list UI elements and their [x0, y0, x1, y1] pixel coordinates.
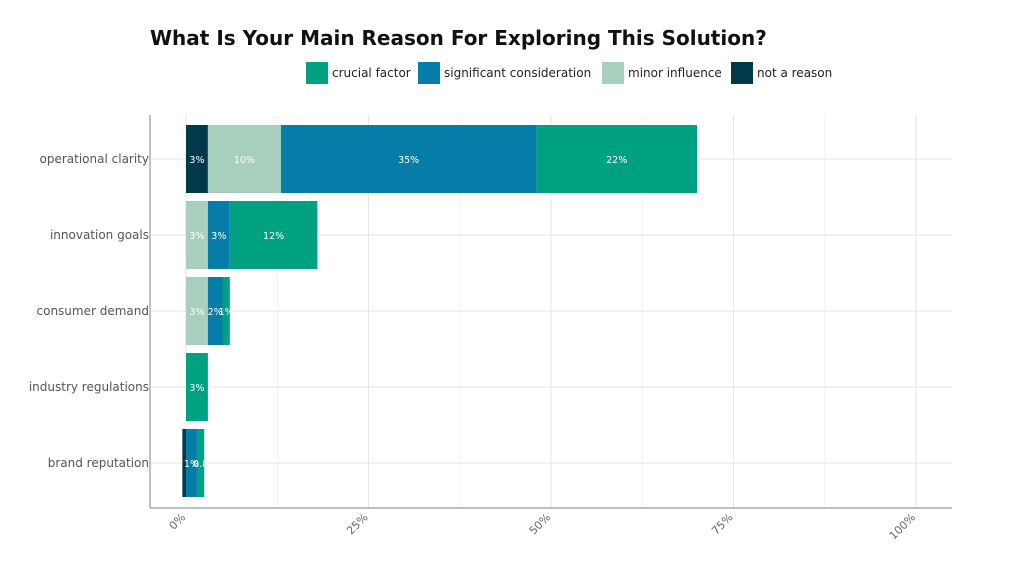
legend-swatch — [731, 62, 753, 84]
bar-value-label: 3% — [189, 383, 204, 394]
bar-value-label: 1% — [219, 307, 234, 318]
legend-item: crucial factor — [306, 62, 411, 84]
legend-item: not a reason — [731, 62, 832, 84]
bar-segment — [222, 277, 230, 345]
category-label: operational clarity — [40, 152, 149, 166]
category-label: brand reputation — [48, 456, 149, 470]
bar-segment — [207, 277, 223, 345]
x-tick-label: 100% — [887, 511, 918, 542]
bar-segment — [229, 201, 318, 269]
x-tick-label: 75% — [709, 511, 735, 537]
legend-item: significant consideration — [418, 62, 591, 84]
bar-value-label: 0.8 — [193, 459, 208, 470]
bar-labels: 3% 10% 35% 22%3% 3% 12%3% 2%1%3%1%0.8 — [184, 155, 627, 470]
x-tick-label: 0% — [167, 511, 189, 533]
legend-label: minor influence — [628, 66, 722, 80]
bar-segment — [207, 125, 281, 193]
category-label: consumer demand — [37, 304, 150, 318]
category-labels: operational clarity innovation goals consu… — [29, 152, 149, 470]
bar-value-label: 22% — [606, 155, 627, 166]
bar-value-label: 35% — [398, 155, 419, 166]
legend-swatch — [418, 62, 440, 84]
category-label: industry regulations — [29, 380, 149, 394]
bar-segment — [186, 125, 208, 193]
bar-value-label: 3% — [189, 155, 204, 166]
x-tick-labels: 0% 25% 50% 75% 100% — [167, 511, 919, 542]
x-tick-label: 50% — [527, 511, 553, 537]
bar-value-label: 3% — [211, 231, 226, 242]
bars — [182, 125, 697, 497]
bar-segment — [536, 125, 697, 193]
legend-item: minor influence — [602, 62, 722, 84]
bar-value-label: 3% — [189, 231, 204, 242]
bar-segment — [186, 277, 208, 345]
bar-segment — [186, 429, 197, 497]
bar-segment — [196, 429, 205, 497]
legend-label: not a reason — [757, 66, 832, 80]
category-label: innovation goals — [50, 228, 149, 242]
bar-value-label: 2% — [208, 307, 223, 318]
bar-value-label: 12% — [263, 231, 284, 242]
bar-value-label: 10% — [234, 155, 255, 166]
legend-swatch — [602, 62, 624, 84]
legend-swatch — [306, 62, 328, 84]
bar-value-label: 3% — [189, 307, 204, 318]
axes — [149, 115, 952, 509]
legend: crucial factor significant consideration m… — [306, 62, 832, 84]
bar-segment — [182, 429, 186, 497]
bar-segment — [186, 201, 208, 269]
legend-label: significant consideration — [444, 66, 591, 80]
x-tick-label: 25% — [344, 511, 370, 537]
legend-label: crucial factor — [332, 66, 411, 80]
chart-title: What Is Your Main Reason For Exploring T… — [150, 26, 767, 50]
bar-segment — [186, 353, 208, 421]
bar-segment — [280, 125, 537, 193]
bar-segment — [207, 201, 230, 269]
bar-value-label: 1% — [184, 459, 199, 470]
